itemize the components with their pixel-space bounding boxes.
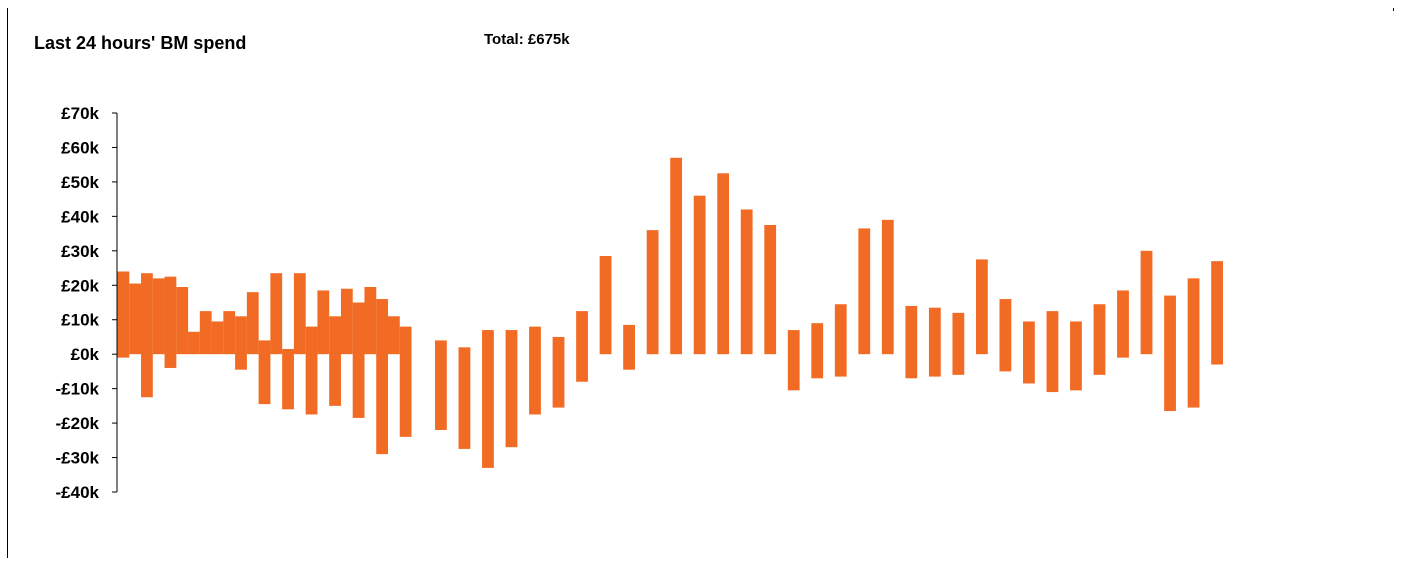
bar-period-13: [258, 340, 271, 405]
bar-period-3: [141, 273, 153, 398]
bar-period-74: [975, 259, 988, 355]
y-tick-label: £70k: [61, 104, 99, 123]
bar-period-23: [376, 299, 389, 455]
bar-period-14: [270, 273, 283, 355]
bar-period-32: [482, 330, 494, 468]
total-spend-label: Total: £675k: [484, 31, 570, 48]
bar-period-52: [717, 173, 730, 355]
bar-period-90: [1164, 295, 1176, 412]
bar-period-8: [199, 311, 212, 355]
bar-period-25: [399, 326, 412, 437]
bar-period-44: [623, 324, 635, 370]
y-tick-label: -£40k: [56, 483, 100, 502]
frame-left-border: [7, 8, 8, 558]
bar-period-18: [317, 290, 330, 355]
bar-period-28: [435, 340, 447, 430]
bar-period-56: [764, 224, 777, 355]
bar-period-66: [881, 219, 894, 355]
bar-period-38: [552, 336, 565, 408]
bar-period-48: [670, 157, 683, 355]
bar-period-34: [505, 330, 518, 448]
bar-period-22: [364, 287, 377, 355]
bar-period-40: [576, 311, 588, 382]
bar-period-50: [693, 195, 706, 355]
bar-period-76: [999, 299, 1012, 372]
bar-period-30: [458, 347, 471, 449]
y-tick-label: -£30k: [56, 449, 100, 468]
bar-period-4: [152, 278, 165, 355]
bar-period-7: [188, 331, 200, 355]
bar-period-11: [235, 316, 247, 370]
bar-period-54: [740, 209, 753, 355]
y-tick-label: £60k: [61, 138, 99, 157]
bar-period-84: [1093, 304, 1106, 375]
bar-period-19: [329, 316, 341, 406]
bar-period-60: [811, 323, 824, 379]
bar-period-21: [352, 302, 365, 418]
bar-period-70: [928, 307, 941, 377]
bars-group: [117, 157, 1223, 468]
bar-period-10: [223, 311, 236, 355]
bar-period-42: [599, 255, 612, 355]
bar-period-2: [129, 283, 142, 355]
y-tick-label: -£20k: [56, 414, 100, 433]
bar-period-17: [305, 326, 318, 415]
y-tick-label: £0k: [71, 345, 100, 364]
bar-period-68: [905, 305, 918, 379]
bar-period-64: [858, 228, 871, 355]
bar-period-20: [340, 288, 353, 355]
y-tick-label: -£10k: [56, 380, 100, 399]
bar-period-16: [293, 273, 306, 355]
bar-period-92: [1187, 278, 1200, 408]
chart-title: Last 24 hours' BM spend: [34, 33, 247, 53]
bar-period-82: [1070, 321, 1082, 391]
y-axis: £70k £60k £50k £40k £30k £20k £10k £0k -£10k -£20…: [56, 104, 118, 502]
bar-period-62: [834, 304, 847, 377]
bar-period-46: [646, 230, 659, 355]
bar-period-5: [164, 276, 177, 368]
y-tick-label: £40k: [61, 207, 99, 226]
bar-period-36: [529, 326, 541, 415]
bar-period-6: [176, 287, 189, 355]
bar-period-72: [952, 312, 965, 375]
bar-period-12: [246, 292, 259, 355]
y-tick-label: £30k: [61, 242, 99, 261]
bar-period-78: [1023, 321, 1035, 384]
bar-period-58: [787, 330, 800, 391]
bar-period-15: [282, 349, 294, 410]
frame-corner-mark: [1393, 8, 1394, 11]
bar-period-88: [1140, 250, 1153, 355]
bar-period-80: [1046, 311, 1059, 393]
bar-period-94: [1211, 261, 1223, 365]
bar-period-9: [211, 321, 224, 355]
y-tick-label: £10k: [61, 311, 99, 330]
bar-period-1: [117, 271, 130, 358]
y-tick-label: £20k: [61, 276, 99, 295]
y-tick-label: £50k: [61, 173, 99, 192]
bar-period-86: [1117, 290, 1129, 358]
bar-period-24: [387, 316, 400, 355]
